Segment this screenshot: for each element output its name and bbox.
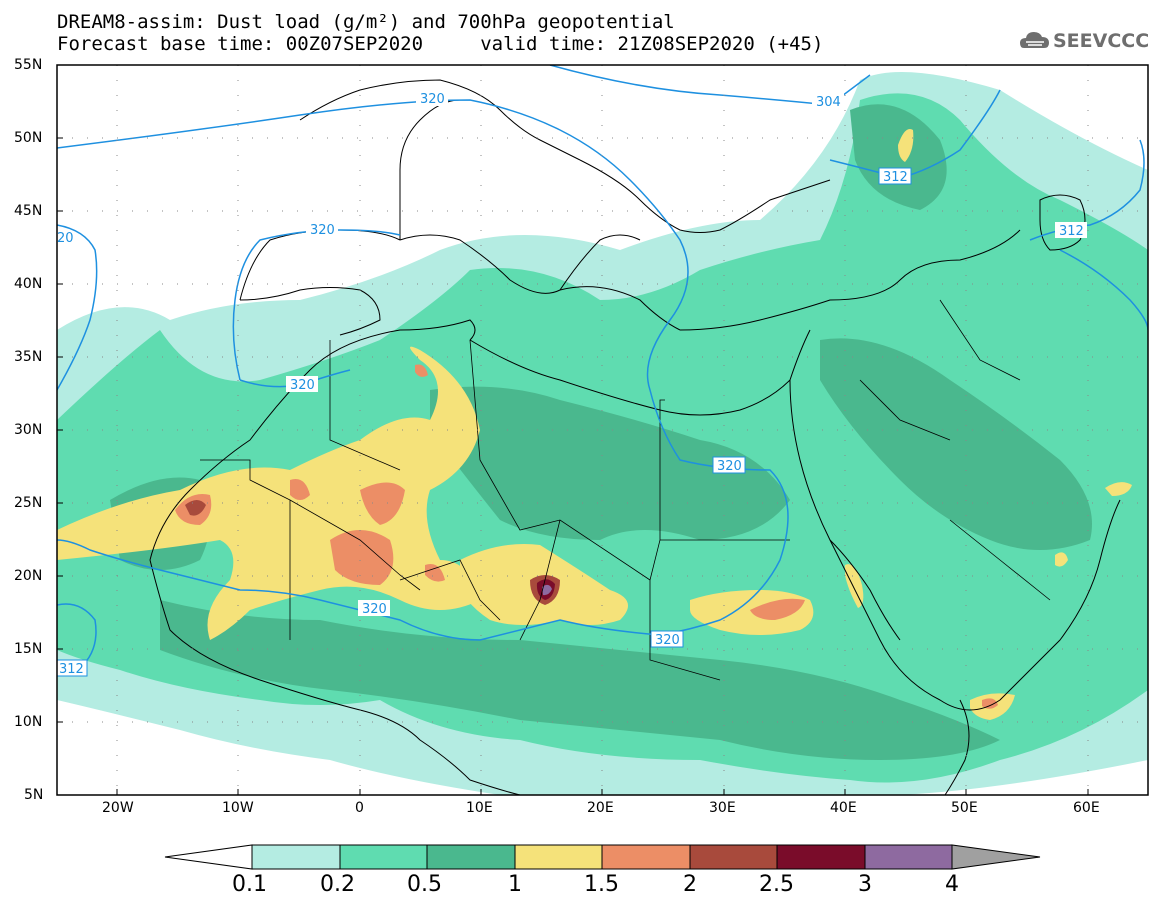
lat-label: 40N — [14, 276, 43, 292]
lon-label: 50E — [951, 800, 978, 816]
lat-label: 55N — [14, 57, 43, 73]
chart-title: DREAM8-assim: Dust load (g/m²) and 700hP… — [57, 11, 675, 33]
lat-label: 45N — [14, 203, 43, 219]
contour-label: 320 — [717, 459, 742, 474]
lat-label: 5N — [24, 787, 44, 803]
cloud-logo-icon — [1020, 32, 1049, 48]
dust-level-3 — [542, 584, 552, 596]
dust-level-0.5-east — [820, 338, 1092, 550]
chart-subtitle: Forecast base time: 00Z07SEP2020 valid t… — [57, 33, 824, 55]
colorbar-label: 1 — [508, 872, 522, 897]
dust-level-1-oman — [1055, 552, 1068, 567]
colorbar-label: 3 — [858, 872, 872, 897]
colorbar-label: 2.5 — [759, 872, 794, 897]
dust-level-1-gulf — [1105, 482, 1132, 496]
axis-ticks — [57, 64, 1089, 795]
dust-level-1-kazakh — [898, 129, 914, 162]
colorbar-label: 0.1 — [232, 872, 267, 897]
contour-label: 312 — [1059, 224, 1084, 239]
lon-label: 40E — [830, 800, 857, 816]
contour-label: 312 — [59, 662, 84, 677]
contour-label: 320 — [290, 378, 315, 393]
country-borders — [200, 299, 1051, 681]
colorbar-label: 4 — [945, 872, 959, 897]
dust-field — [57, 65, 1148, 795]
contour-label: 320 — [655, 633, 680, 648]
lat-label: 30N — [14, 422, 43, 438]
lon-label: 10W — [222, 800, 254, 816]
lon-label: 20E — [587, 800, 614, 816]
contour-label: 312 — [883, 170, 908, 185]
lat-label: 20N — [14, 568, 43, 584]
lat-label: 50N — [14, 130, 43, 146]
contour-label: 320 — [310, 223, 335, 238]
dust-level-0.5-north — [430, 386, 790, 540]
dust-level-0.5-south — [160, 600, 1000, 760]
contour-label: 304 — [816, 95, 841, 110]
colorbar-label: 0.5 — [407, 872, 442, 897]
lat-label: 35N — [14, 349, 43, 365]
colorbar-label: 1.5 — [584, 872, 619, 897]
lon-label: 20W — [102, 800, 134, 816]
contour-labels: 320 304 312 312 320 320 320 320 320 312 … — [56, 90, 1087, 677]
contour-label: 320 — [420, 92, 445, 107]
contour-label: 20 — [57, 231, 74, 246]
dust-level-0.5-caspian — [850, 104, 947, 210]
logo-text: SEEVCCC — [1053, 30, 1150, 52]
lat-label: 25N — [14, 495, 43, 511]
lat-label: 15N — [14, 641, 43, 657]
lon-label: 0 — [355, 800, 364, 816]
geopotential-contours — [57, 65, 1148, 670]
lon-label: 30E — [709, 800, 736, 816]
colorbar-label: 0.2 — [320, 872, 355, 897]
lat-label: 10N — [14, 714, 43, 730]
contour-label: 320 — [362, 602, 387, 617]
dust-level-1.5 — [175, 364, 998, 709]
lon-label: 10E — [466, 800, 493, 816]
colorbar-label: 2 — [683, 872, 697, 897]
lon-label: 60E — [1073, 800, 1100, 816]
